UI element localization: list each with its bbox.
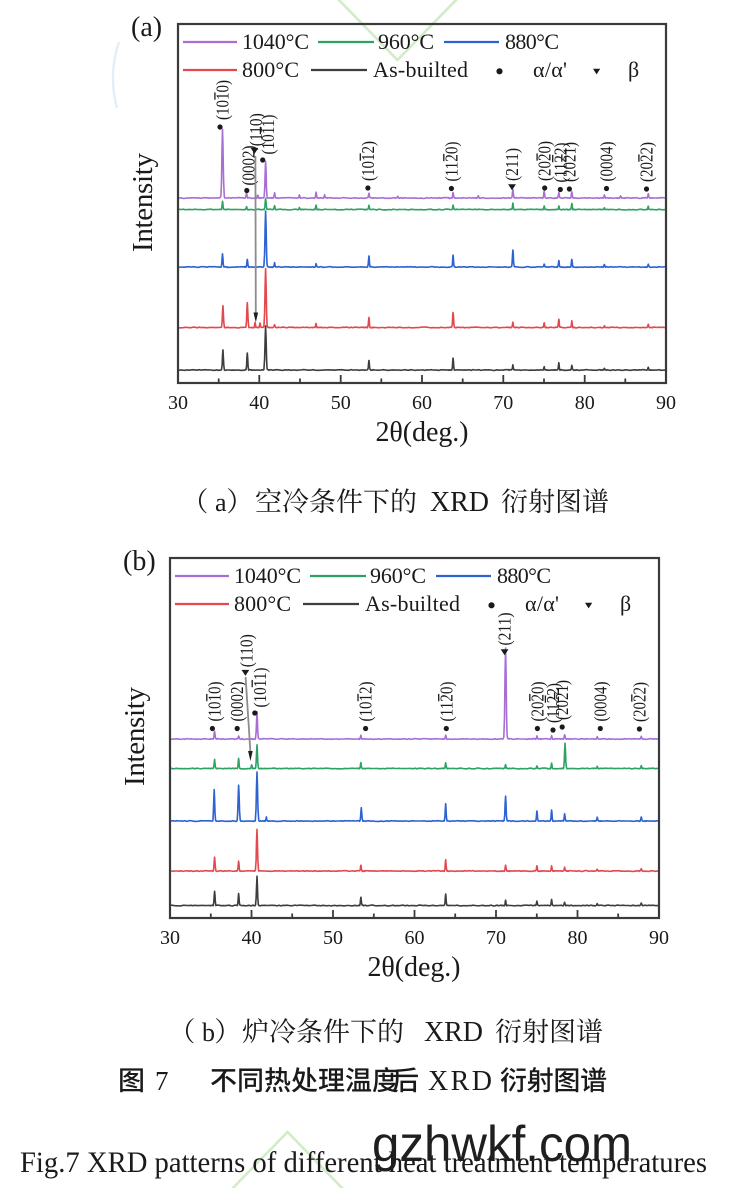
svg-text:50: 50 <box>331 392 351 414</box>
svg-text:(110): (110) <box>236 634 257 667</box>
svg-text:40: 40 <box>242 927 262 949</box>
svg-text:(2022): (2022) <box>629 682 650 722</box>
svg-text:60: 60 <box>405 927 425 949</box>
svg-text:70: 70 <box>486 927 506 949</box>
svg-text:1040°C: 1040°C <box>234 563 301 588</box>
svg-text:(1010): (1010) <box>213 80 234 120</box>
svg-text:(1011): (1011) <box>250 668 271 708</box>
svg-text:30: 30 <box>160 927 180 949</box>
svg-text:(1122): (1122) <box>543 683 564 723</box>
svg-text:gzhwkf.com: gzhwkf.com <box>372 1116 632 1172</box>
svg-text:Intensity: Intensity <box>119 687 151 787</box>
svg-text:50: 50 <box>323 927 343 949</box>
svg-text:90: 90 <box>656 392 676 414</box>
svg-text:b: b <box>202 1018 215 1047</box>
svg-text:7: 7 <box>155 1066 169 1096</box>
svg-text:As-builted: As-builted <box>373 57 468 82</box>
svg-text:(0004): (0004) <box>590 682 611 722</box>
svg-text:XRD: XRD <box>428 1066 492 1097</box>
svg-text:(2021): (2021) <box>552 680 573 720</box>
svg-text:(0002): (0002) <box>238 146 259 186</box>
svg-text:960°C: 960°C <box>370 563 426 588</box>
svg-text:880°C: 880°C <box>505 29 559 54</box>
svg-text:80: 80 <box>575 392 595 414</box>
svg-text:80: 80 <box>568 927 588 949</box>
svg-text:(2021): (2021) <box>559 142 580 182</box>
svg-text:(1010): (1010) <box>204 682 225 722</box>
svg-text:1040°C: 1040°C <box>242 29 309 54</box>
svg-text:(1120): (1120) <box>441 142 462 182</box>
svg-text:As-builted: As-builted <box>365 591 460 616</box>
svg-text:(0002): (0002) <box>227 682 248 722</box>
svg-text:(211): (211) <box>502 148 523 181</box>
svg-text:2θ(deg.): 2θ(deg.) <box>376 417 469 448</box>
svg-text:800°C: 800°C <box>242 57 299 82</box>
svg-text:α/α': α/α' <box>525 591 559 616</box>
svg-text:(211): (211) <box>495 613 516 646</box>
svg-text:800°C: 800°C <box>234 591 291 616</box>
svg-text:880°C: 880°C <box>497 563 551 588</box>
svg-text:(b): (b) <box>123 546 156 577</box>
svg-text:(2020): (2020) <box>527 682 548 722</box>
svg-text:960°C: 960°C <box>378 29 434 54</box>
svg-text:(0004): (0004) <box>597 142 618 182</box>
svg-text:Intensity: Intensity <box>127 153 159 253</box>
svg-text:β: β <box>620 591 631 616</box>
svg-text:(a): (a) <box>131 12 162 43</box>
svg-text:α/α': α/α' <box>533 57 567 82</box>
svg-text:60: 60 <box>412 392 432 414</box>
svg-text:70: 70 <box>493 392 513 414</box>
svg-text:2θ(deg.): 2θ(deg.) <box>368 952 461 983</box>
svg-text:XRD: XRD <box>424 1017 483 1048</box>
svg-text:40: 40 <box>249 392 269 414</box>
svg-text:(1122): (1122) <box>550 143 571 183</box>
svg-text:XRD: XRD <box>430 487 489 518</box>
svg-text:a: a <box>215 488 227 517</box>
svg-text:β: β <box>628 57 639 82</box>
svg-text:90: 90 <box>649 927 669 949</box>
svg-text:(1012): (1012) <box>356 682 377 722</box>
svg-text:(110): (110) <box>246 113 267 146</box>
svg-text:(1011): (1011) <box>258 115 279 155</box>
svg-text:30: 30 <box>168 392 188 414</box>
svg-text:(2020): (2020) <box>535 141 556 181</box>
svg-text:(1012): (1012) <box>358 141 379 181</box>
svg-text:(1120): (1120) <box>436 682 457 722</box>
svg-text:(2022): (2022) <box>637 142 658 182</box>
svg-text:Fig.7 XRD patterns of differen: Fig.7 XRD patterns of different heat tre… <box>20 1146 707 1179</box>
